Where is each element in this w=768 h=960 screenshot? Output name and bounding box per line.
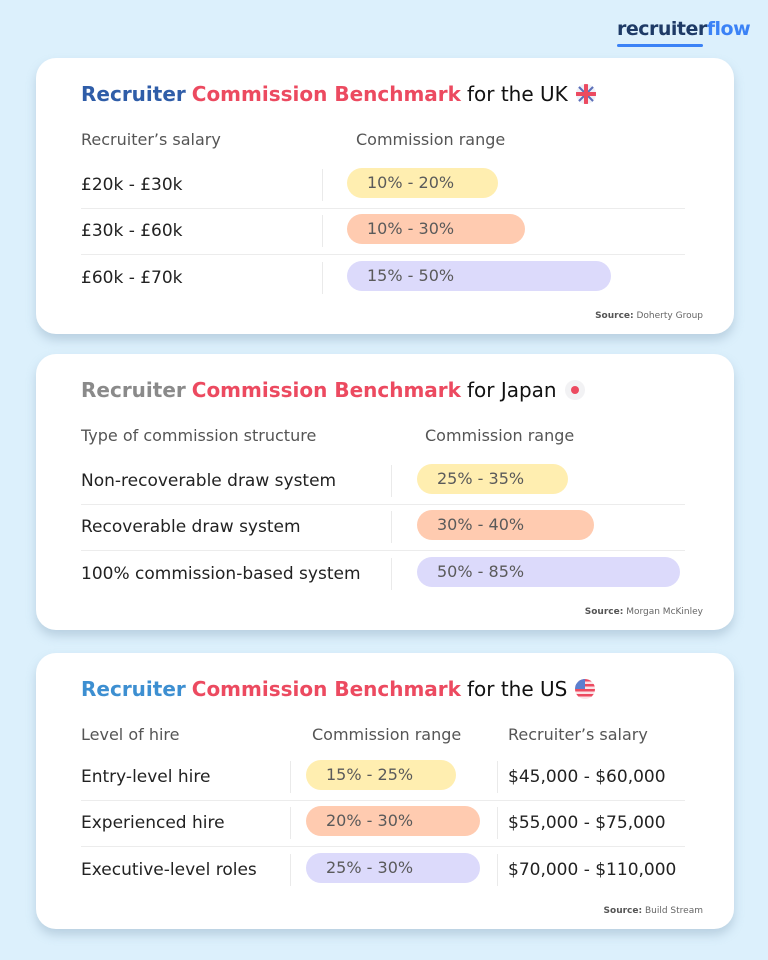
source-note: Source: Doherty Group (595, 311, 703, 321)
source-name: Doherty Group (636, 311, 704, 321)
structure-cell: Non-recoverable draw system (81, 471, 337, 491)
column-divider (391, 558, 392, 590)
us-card-title: Recruiter Commission Benchmark for the U… (81, 677, 596, 701)
commission-range-pill: 25% - 35% (417, 464, 568, 494)
commission-range-pill: 25% - 30% (306, 853, 480, 883)
column-divider (290, 854, 291, 886)
salary-cell: £30k - £60k (81, 221, 183, 241)
salary-cell: $70,000 - $110,000 (508, 860, 677, 880)
column-divider (322, 215, 323, 247)
title-recruiter: Recruiter (81, 378, 186, 402)
us-benchmark-card: Recruiter Commission Benchmark for the U… (36, 653, 734, 929)
table-row: £60k - £70k 15% - 50% (81, 256, 685, 302)
structure-cell: Recoverable draw system (81, 517, 301, 537)
table-row: Entry-level hire 15% - 25% $45,000 - $60… (81, 755, 685, 801)
structure-cell: 100% commission-based system (81, 564, 361, 584)
title-region: for Japan (466, 378, 557, 402)
level-cell: Experienced hire (81, 813, 225, 833)
title-commission-benchmark: Commission Benchmark (191, 677, 461, 701)
header-commission-range: Commission range (312, 725, 462, 744)
salary-cell: £20k - £30k (81, 175, 183, 195)
table-row: Recoverable draw system 30% - 40% (81, 505, 685, 551)
commission-range-pill: 30% - 40% (417, 510, 594, 540)
japan-flag-icon (564, 380, 585, 400)
table-row: Executive-level roles 25% - 30% $70,000 … (81, 848, 685, 894)
level-cell: Entry-level hire (81, 767, 211, 787)
header-recruiter-salary: Recruiter’s salary (81, 130, 221, 149)
japan-card-title: Recruiter Commission Benchmark for Japan (81, 378, 585, 402)
column-divider (497, 761, 498, 793)
header-recruiter-salary: Recruiter’s salary (508, 725, 648, 744)
source-name: Morgan McKinley (626, 607, 703, 617)
table-row: £20k - £30k 10% - 20% (81, 163, 685, 209)
us-flag-icon (575, 679, 596, 699)
header-commission-range: Commission range (356, 130, 506, 149)
uk-card-title: Recruiter Commission Benchmark for the U… (81, 82, 596, 106)
column-divider (391, 511, 392, 543)
column-divider (290, 761, 291, 793)
logo-underline (617, 44, 703, 47)
source-name: Build Stream (644, 906, 703, 916)
uk-flag-icon (575, 84, 596, 104)
table-row: £30k - £60k 10% - 30% (81, 209, 685, 255)
source-label: Source: (603, 906, 643, 916)
title-commission-benchmark: Commission Benchmark (191, 82, 461, 106)
commission-range-pill: 15% - 25% (306, 760, 456, 790)
commission-range-pill: 10% - 30% (347, 214, 525, 244)
source-label: Source: (584, 607, 624, 617)
level-cell: Executive-level roles (81, 860, 257, 880)
source-label: Source: (595, 311, 634, 321)
table-row: 100% commission-based system 50% - 85% (81, 552, 685, 598)
uk-benchmark-card: Recruiter Commission Benchmark for the U… (36, 58, 734, 334)
header-commission-range: Commission range (425, 426, 575, 445)
title-recruiter: Recruiter (81, 82, 186, 106)
table-row: Experienced hire 20% - 30% $55,000 - $75… (81, 801, 685, 847)
column-divider (391, 465, 392, 497)
title-region: for the US (466, 677, 568, 701)
recruiterflow-logo: recruiterflow (617, 18, 751, 47)
title-recruiter: Recruiter (81, 677, 186, 701)
logo-text-flow: flow (706, 18, 751, 40)
logo-text-recruiter: recruiter (617, 18, 707, 40)
column-divider (290, 807, 291, 839)
salary-cell: $45,000 - $60,000 (508, 767, 666, 787)
column-divider (322, 169, 323, 201)
commission-range-pill: 20% - 30% (306, 806, 480, 836)
commission-range-pill: 10% - 20% (347, 168, 498, 198)
commission-range-pill: 15% - 50% (347, 261, 611, 291)
header-level-of-hire: Level of hire (81, 725, 180, 744)
column-divider (322, 262, 323, 294)
source-note: Source: Build Stream (604, 906, 703, 916)
salary-cell: £60k - £70k (81, 268, 183, 288)
title-commission-benchmark: Commission Benchmark (191, 378, 461, 402)
commission-range-pill: 50% - 85% (417, 557, 680, 587)
source-note: Source: Morgan McKinley (585, 607, 703, 617)
title-region: for the UK (466, 82, 568, 106)
column-divider (497, 807, 498, 839)
header-commission-structure: Type of commission structure (81, 426, 317, 445)
table-row: Non-recoverable draw system 25% - 35% (81, 459, 685, 505)
salary-cell: $55,000 - $75,000 (508, 813, 666, 833)
column-divider (497, 854, 498, 886)
japan-benchmark-card: Recruiter Commission Benchmark for Japan… (36, 354, 734, 630)
